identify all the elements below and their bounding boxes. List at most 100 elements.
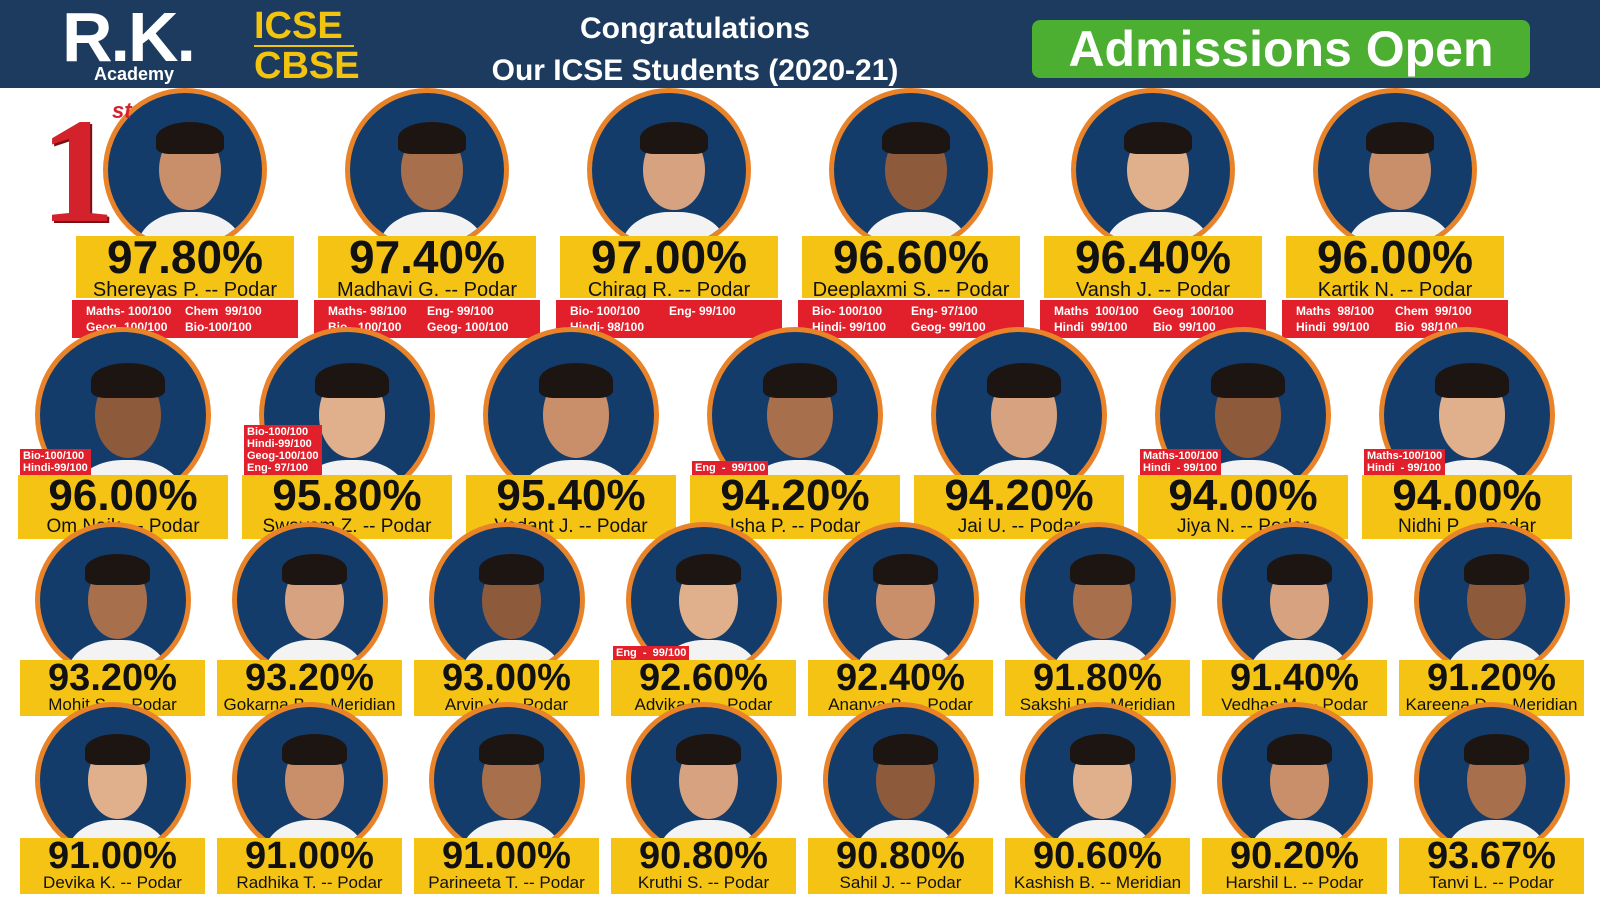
photo-hair [478,734,545,766]
photo-hair [84,554,151,586]
photo-frame [1216,522,1373,678]
photo-hair [84,734,151,766]
result-box: 96.40% Vansh J. -- Podar [1044,236,1262,298]
result-box: 91.00% Devika K. -- Podar [20,838,205,894]
subject-mark: Geog 100/100 [1153,304,1234,318]
percent: 94.00% [1392,475,1542,520]
percent: 94.20% [944,475,1094,520]
subject-mark: Maths 98/100 [1296,304,1375,318]
student-name: Devika K. -- Podar [43,873,182,893]
photo-hair [539,362,613,398]
percent: 94.20% [720,475,870,520]
photo-frame [587,88,751,252]
percent: 93.00% [442,660,571,699]
student-name: Sahil J. -- Podar [839,873,962,893]
percent: 94.00% [1168,475,1318,520]
photo-frame [1413,702,1570,858]
photo-frame [1413,522,1570,678]
subject-mark: Maths- 100/100 [86,304,172,318]
subject-mark: Hindi 99/100 [1296,320,1370,334]
percent: 97.40% [348,236,505,283]
photo-hair [1266,554,1333,586]
photo-frame [345,88,509,252]
subject-mark: Maths-100/100 [1367,450,1443,462]
result-box: 94.00%Nidhi P. -- Podar [1362,475,1572,539]
subject-mark: Bio-100/100 [185,320,252,334]
photo-frame [231,702,388,858]
percent: 93.20% [245,660,374,699]
photo-frame [1071,88,1235,252]
student-name: Shereyas P. -- Podar [92,278,278,298]
subject-mark: Hindi - 99/100 [1367,462,1441,474]
percent: 96.00% [1316,236,1473,283]
student-name: Radhika T. -- Podar [236,873,383,893]
photo-frame [822,702,979,858]
result-box: 90.20% Harshil L. -- Podar [1202,838,1387,894]
subtitle: Our ICSE Students (2020-21) [491,54,899,87]
subject-mark: Hindi - 99/100 [1143,462,1217,474]
result-box: 95.80% Swayam Z. -- Podar [242,475,452,539]
result-box: 97.80% Shereyas P. -- Podar [76,236,294,298]
student-name: Deeplaxmi S. -- Podar [812,278,1010,298]
photo-hair [1266,734,1333,766]
photo-frame [428,702,585,858]
board-divider [254,45,354,47]
percent: 97.00% [590,236,747,283]
subject-mark: Eng - 99/100 [616,647,687,659]
result-box: 96.60% Deeplaxmi S. -- Podar [802,236,1020,298]
student-name: Kartik N. -- Podar [1317,278,1473,298]
photo-frame [34,702,191,858]
percent: 90.80% [639,838,768,877]
subject-mark: Maths-100/100 [1143,450,1219,462]
percent: 96.40% [1074,236,1231,283]
result-box: 97.00% Chirag R. -- Podar [560,236,778,298]
board-cbse: CBSE [254,45,360,87]
photo-hair [281,554,348,586]
subject-mark: Eng- 97/100 [911,304,978,318]
photo-hair [1123,121,1193,155]
photo-hair [1365,121,1435,155]
photo-frame [829,88,993,252]
subject-mark: Hindi-99/100 [23,462,88,474]
marks-tag: Maths-100/100 Hindi - 99/100 [1364,449,1446,475]
subject-mark: Hindi-99/100 [247,438,312,450]
photo-frame [1216,702,1373,858]
percent: 96.00% [48,475,198,520]
result-box: 93.67% Tanvi L. -- Podar [1399,838,1584,894]
percent: 90.60% [1033,838,1162,877]
marks-tag: Bio-100/100 Hindi-99/100 Geog-100/100 Eng- … [244,425,322,475]
admissions-open: Admissions Open [1032,20,1530,78]
subject-mark: Chem 99/100 [1395,304,1472,318]
subject-mark: Bio-100/100 [247,426,309,438]
percent: 96.60% [832,236,989,283]
percent: 91.00% [245,838,374,877]
marks-tag: Maths-100/100 Hindi - 99/100 [1140,449,1222,475]
subject-mark: Eng- 99/100 [669,304,736,318]
percent: 97.80% [106,236,263,283]
photo-frame [231,522,388,678]
photo-hair [872,734,939,766]
photo-frame [822,522,979,678]
marks-strip: Bio- 100/100 Eng- 99/100 Hindi- 98/100 [556,300,782,338]
result-box: 91.00% Parineeta T. -- Podar [414,838,599,894]
photo-hair [397,121,467,155]
photo-hair [91,362,165,398]
photo-frame [1019,702,1176,858]
result-box: 92.40%Ananya B. -- Podar [808,660,993,716]
result-box: 96.00% Kartik N. -- Podar [1286,236,1504,298]
percent: 93.20% [48,660,177,699]
subject-mark: Chem 99/100 [185,304,262,318]
percent: 91.00% [442,838,571,877]
result-box: 91.00% Radhika T. -- Podar [217,838,402,894]
subject-mark: Eng- 99/100 [427,304,494,318]
marks-tag: Bio-100/100 Hindi-99/100 [20,449,91,475]
congrats: Congratulations [580,12,810,45]
marks-tag: Eng - 99/100 [692,461,769,475]
student-name: Chirag R. -- Podar [587,278,751,298]
student-name: Parineeta T. -- Podar [428,873,585,893]
result-box: 90.80% Sahil J. -- Podar [808,838,993,894]
student-name: Isha P. -- Podar [729,515,861,537]
photo-hair [1211,362,1285,398]
photo-frame [103,88,267,252]
